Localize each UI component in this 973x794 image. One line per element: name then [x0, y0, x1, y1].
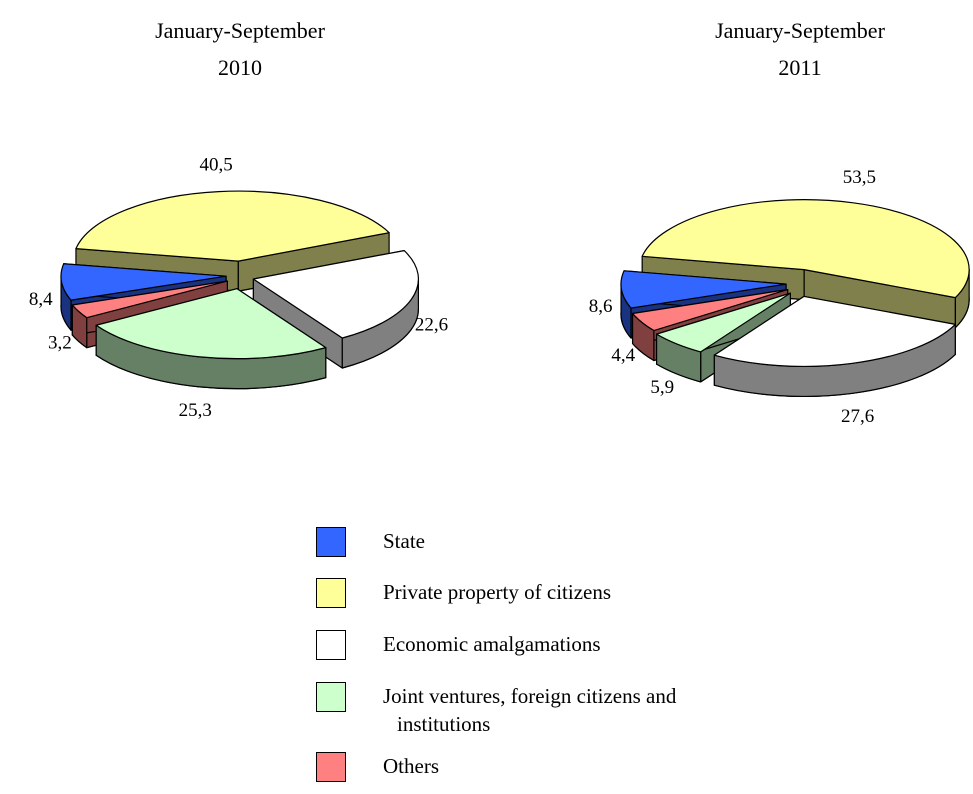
- data-label: 8,6: [589, 296, 613, 317]
- legend-label: Economic amalgamations: [383, 632, 601, 656]
- chart-title: January-September 2011: [715, 18, 885, 80]
- chart-title: January-September 2010: [155, 18, 325, 80]
- legend-label: Private property of citizens: [383, 580, 612, 604]
- legend-label: State: [383, 529, 425, 553]
- data-label: 22,6: [415, 314, 448, 335]
- legend-label: Others: [383, 754, 439, 778]
- pie-slice: [71, 280, 228, 319]
- pie-slice: [655, 292, 791, 353]
- pie-slice: [713, 295, 956, 368]
- pie-slice: [631, 288, 789, 332]
- pie-slice: [252, 250, 419, 339]
- data-label: 8,4: [29, 289, 53, 310]
- legend-item: Joint ventures, foreign citizens and ins…: [316, 682, 767, 738]
- pie-slice: [95, 288, 327, 360]
- legend-swatch: [316, 578, 346, 608]
- legend-label: Joint ventures, foreign citizens and ins…: [383, 684, 677, 736]
- legend-item: Others: [316, 752, 767, 782]
- pie-slice: [641, 199, 970, 299]
- data-label: 27,6: [841, 406, 874, 427]
- legend-item: Economic amalgamations: [316, 630, 767, 660]
- data-label: 3,2: [48, 333, 72, 354]
- data-label: 40,5: [199, 154, 232, 175]
- legend-swatch: [316, 527, 346, 557]
- pie-slice: [75, 190, 390, 262]
- pie-slice: [620, 270, 787, 309]
- data-label: 53,5: [843, 167, 876, 188]
- data-label: 4,4: [611, 345, 635, 366]
- legend-swatch: [316, 630, 346, 660]
- legend-item: State: [316, 527, 767, 557]
- legend-swatch: [316, 682, 346, 712]
- pie-slice: [60, 263, 227, 301]
- legend-swatch: [316, 752, 346, 782]
- data-label: 5,9: [650, 377, 674, 398]
- legend-item: Private property of citizens: [316, 578, 767, 608]
- data-label: 25,3: [179, 400, 212, 421]
